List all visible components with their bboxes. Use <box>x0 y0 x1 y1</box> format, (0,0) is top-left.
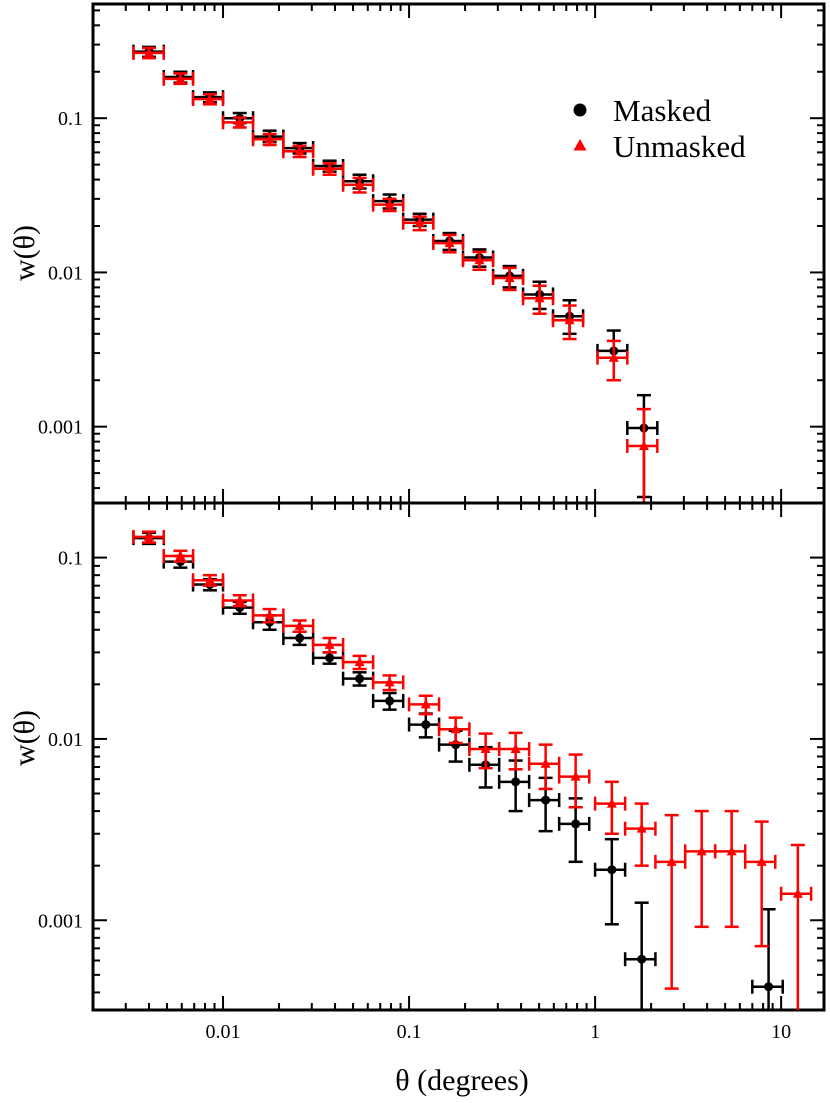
data-point <box>264 133 275 144</box>
data-point <box>792 888 803 898</box>
data-point <box>355 674 365 684</box>
data-point <box>607 865 617 875</box>
data-point <box>175 73 186 83</box>
data-point <box>324 163 335 173</box>
data-point <box>637 954 647 964</box>
data-point <box>264 609 275 620</box>
data-point <box>354 656 365 667</box>
y-tick-label: 0.1 <box>58 548 83 570</box>
y-axis-label-top: w(θ) <box>8 225 41 281</box>
data-point <box>666 856 677 866</box>
data-point <box>541 795 551 805</box>
legend: Masked Unmasked <box>573 93 746 164</box>
data-point <box>756 856 767 866</box>
data-point <box>564 314 575 325</box>
data-point <box>450 723 461 734</box>
data-point <box>570 771 581 781</box>
bottom-panel: 0.001 0.01 0.1 0.01 0.1 1 10 <box>38 501 826 1043</box>
legend-masked-label: Masked <box>613 93 712 128</box>
data-point <box>384 199 395 209</box>
data-point <box>444 237 455 248</box>
data-point <box>696 845 707 856</box>
data-point <box>144 47 155 57</box>
legend-unmasked-label: Unmasked <box>613 129 746 164</box>
data-point <box>540 758 551 768</box>
data-point <box>764 982 774 992</box>
data-layer <box>132 44 659 503</box>
data-point <box>354 179 365 189</box>
data-point <box>474 254 485 265</box>
data-point <box>234 594 245 605</box>
y-tick-label: 0.1 <box>58 108 83 130</box>
plot-frame <box>91 2 826 505</box>
x-tick-label: 1 <box>590 1021 600 1043</box>
data-point <box>504 272 515 283</box>
data-point <box>420 698 431 709</box>
y-tick-label: 0.001 <box>38 417 83 439</box>
x-axis-label: θ (degrees) <box>395 1064 528 1097</box>
data-point <box>480 743 491 753</box>
data-point <box>510 743 521 753</box>
data-point <box>606 798 617 808</box>
data-point <box>414 217 425 227</box>
y-axis-label-bottom: w(θ) <box>8 710 41 766</box>
data-point <box>325 653 335 663</box>
data-point <box>234 116 245 127</box>
x-tick-label: 0.1 <box>397 1021 422 1043</box>
data-point <box>324 639 335 649</box>
data-point <box>294 145 305 156</box>
x-tick-label: 10 <box>771 1021 791 1043</box>
data-point <box>421 720 431 730</box>
series-masked <box>132 531 784 1010</box>
data-point <box>175 550 186 561</box>
series-unmasked <box>132 529 813 1010</box>
data-point <box>638 440 649 450</box>
data-point <box>294 620 305 630</box>
y-tick-label: 0.01 <box>48 729 83 751</box>
data-point <box>204 574 215 585</box>
data-point <box>295 633 305 643</box>
data-point <box>534 292 545 303</box>
legend-unmasked-marker <box>573 139 587 151</box>
y-tick-label: 0.001 <box>38 910 83 932</box>
data-point <box>204 93 215 104</box>
data-point <box>636 823 647 833</box>
series-unmasked <box>132 45 659 503</box>
top-panel: 0.001 0.01 0.1 <box>38 2 826 505</box>
data-point <box>608 352 619 362</box>
data-point <box>571 819 581 829</box>
y-tick-label: 0.01 <box>48 262 83 284</box>
data-point <box>144 531 155 541</box>
data-point <box>385 696 395 706</box>
data-point <box>726 845 737 856</box>
data-point <box>384 676 395 687</box>
data-point <box>511 777 521 787</box>
x-tick-label: 0.01 <box>206 1021 241 1043</box>
data-layer <box>132 529 813 1010</box>
legend-masked-marker <box>573 103 587 117</box>
